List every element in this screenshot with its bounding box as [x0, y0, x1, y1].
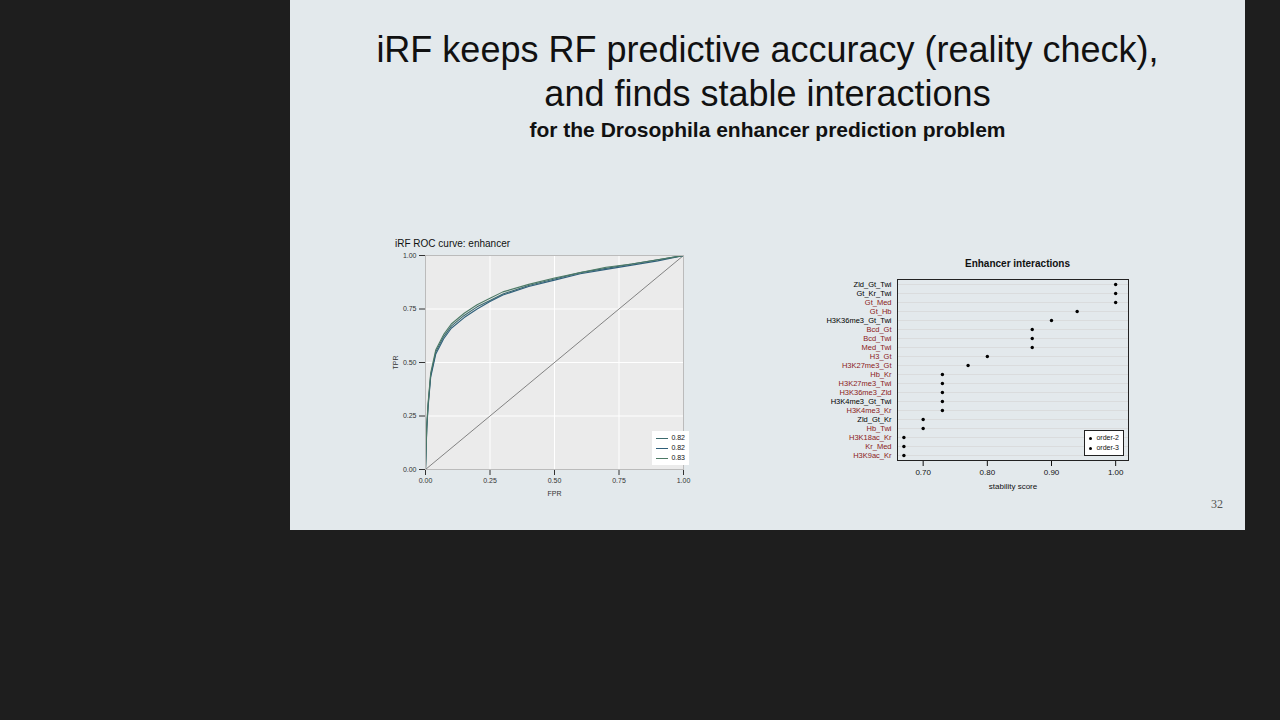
svg-text:Bcd_Gt: Bcd_Gt	[866, 325, 892, 334]
svg-text:0.75: 0.75	[612, 477, 626, 484]
svg-text:0.50: 0.50	[548, 477, 562, 484]
svg-text:Gt_Med: Gt_Med	[865, 298, 892, 307]
svg-text:Hb_Kr: Hb_Kr	[870, 370, 892, 379]
svg-text:H3K27me3_Twi: H3K27me3_Twi	[839, 379, 892, 388]
svg-text:H3K27me3_Gt: H3K27me3_Gt	[842, 361, 893, 370]
svg-text:0.80: 0.80	[980, 468, 996, 477]
svg-text:1.00: 1.00	[403, 252, 417, 259]
svg-text:Med_Twi: Med_Twi	[861, 343, 891, 352]
html-text:order-2: order-2	[1096, 434, 1119, 441]
svg-text:Gt_Hb: Gt_Hb	[870, 307, 892, 316]
html-text:Enhancer interactions: Enhancer interactions	[965, 258, 1070, 269]
svg-text:0.25: 0.25	[483, 477, 497, 484]
html-text:for the Drosophila enhancer pr: for the Drosophila enhancer prediction p…	[529, 118, 1006, 141]
html-text:32: 32	[1211, 497, 1223, 511]
svg-text:1.00: 1.00	[677, 477, 691, 484]
svg-text:Kr_Med: Kr_Med	[865, 442, 891, 451]
svg-text:Zld_Gt_Twi: Zld_Gt_Twi	[854, 280, 892, 289]
svg-text:H3K36me3_Zld: H3K36me3_Zld	[839, 388, 891, 397]
svg-text:0.50: 0.50	[403, 359, 417, 366]
svg-text:Hb_Twi: Hb_Twi	[866, 424, 891, 433]
svg-text:H3K4me3_Kr: H3K4me3_Kr	[846, 406, 892, 415]
svg-text:0.25: 0.25	[403, 412, 417, 419]
svg-text:H3K36me3_Gt_Twi: H3K36me3_Gt_Twi	[826, 316, 891, 325]
html-text:0.82: 0.82	[671, 444, 685, 451]
svg-text:H3K9ac_Kr: H3K9ac_Kr	[853, 451, 892, 460]
html-text:order-3: order-3	[1096, 444, 1119, 451]
html-text:and finds stable interactions: and finds stable interactions	[544, 73, 991, 114]
svg-text:FPR: FPR	[548, 490, 562, 497]
svg-text:stability score: stability score	[989, 482, 1038, 491]
html-text:iRF ROC curve: enhancer: iRF ROC curve: enhancer	[395, 238, 510, 249]
svg-text:H3K4me3_Gt_Twi: H3K4me3_Gt_Twi	[831, 397, 892, 406]
svg-text:0.00: 0.00	[403, 466, 417, 473]
svg-text:0.75: 0.75	[403, 305, 417, 312]
svg-text:0.90: 0.90	[1044, 468, 1060, 477]
svg-text:Bcd_Twi: Bcd_Twi	[863, 334, 892, 343]
svg-text:Gt_Kr_Twi: Gt_Kr_Twi	[856, 289, 891, 298]
html-text:0.83: 0.83	[671, 454, 685, 461]
svg-text:1.00: 1.00	[1108, 468, 1124, 477]
svg-text:H3_Gt: H3_Gt	[870, 352, 893, 361]
svg-text:TPR: TPR	[392, 356, 399, 370]
html-text:iRF keeps RF predictive accura: iRF keeps RF predictive accuracy (realit…	[376, 29, 1159, 70]
svg-text:Zld_Gt_Kr: Zld_Gt_Kr	[857, 415, 892, 424]
svg-text:0.00: 0.00	[419, 477, 433, 484]
svg-text:H3K18ac_Kr: H3K18ac_Kr	[849, 433, 892, 442]
svg-text:0.70: 0.70	[915, 468, 931, 477]
html-text:0.82: 0.82	[671, 434, 685, 441]
